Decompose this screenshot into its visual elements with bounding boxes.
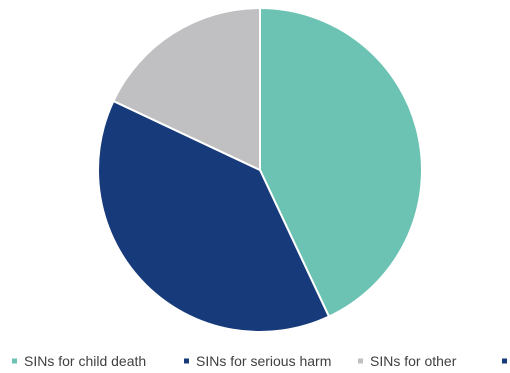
legend-marker-0 <box>12 358 17 364</box>
legend-label-2: SINs for other <box>370 353 457 369</box>
legend-marker-3 <box>502 358 507 364</box>
legend-marker-1 <box>184 358 189 364</box>
pie-slice-sins-for-other <box>112 6 261 172</box>
legend-label-1: SINs for serious harm <box>196 353 331 369</box>
legend-label-0: SINs for child death <box>24 353 146 369</box>
legend: SINs for child death SINs for serious har… <box>12 353 507 369</box>
pie-slice-sins-for-child-death <box>259 6 423 318</box>
legend-marker-2 <box>358 358 363 364</box>
pie-slice-sins-for-serious-harm <box>97 99 331 333</box>
pie-slices <box>97 6 423 333</box>
